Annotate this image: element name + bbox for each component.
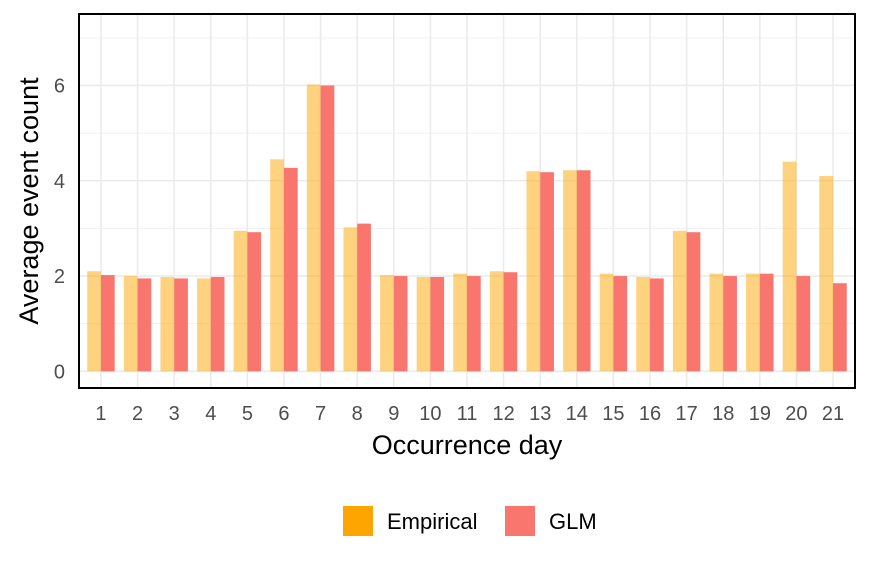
x-tick-label: 16 [639, 403, 661, 425]
bar-empirical-21 [819, 175, 834, 372]
bar-glm-15 [613, 276, 628, 372]
bar-glm-13 [540, 172, 554, 372]
bar-empirical-15 [599, 273, 614, 372]
x-tick-label: 21 [822, 403, 844, 425]
bar-empirical-19 [746, 273, 760, 372]
bar-empirical-16 [636, 276, 651, 372]
y-tick-label: 6 [54, 75, 65, 97]
x-tick-label: 17 [675, 403, 697, 425]
legend-label-empirical: Empirical [387, 509, 477, 534]
bar-empirical-8 [343, 227, 358, 372]
x-tick-label: 1 [95, 403, 106, 425]
bar-empirical-3 [160, 276, 175, 372]
bar-empirical-1 [87, 271, 101, 372]
x-tick-label: 12 [492, 403, 514, 425]
bar-glm-19 [759, 273, 774, 372]
x-tick-label: 14 [566, 403, 588, 425]
bar-empirical-13 [526, 171, 541, 372]
x-tick-label: 3 [169, 403, 180, 425]
bar-glm-17 [686, 232, 701, 372]
x-axis-title: Occurrence day [372, 430, 563, 460]
bar-empirical-5 [233, 230, 248, 372]
x-tick-label: 19 [749, 403, 771, 425]
bar-glm-14 [576, 170, 591, 372]
legend: Empirical GLM [343, 506, 597, 536]
bar-empirical-17 [672, 230, 687, 372]
plot-panel-border [78, 13, 856, 389]
bar-empirical-12 [489, 271, 504, 372]
bar-glm-16 [650, 278, 664, 372]
x-tick-labels: 1 2 3 4 5 6 7 8 9 10 11 12 13 14 15 16 17 18 19 20 21 [95, 403, 844, 425]
y-tick-label: 4 [54, 171, 65, 193]
x-tick-label: 15 [602, 403, 624, 425]
bar-glm-11 [467, 276, 481, 372]
bar-empirical-4 [197, 278, 211, 372]
bar-glm-4 [210, 276, 225, 372]
bar-glm-8 [357, 223, 371, 372]
x-tick-label: 11 [457, 403, 478, 425]
bar-glm-21 [833, 283, 847, 372]
bar-empirical-7 [306, 84, 321, 372]
y-axis-title: Average event count [14, 77, 44, 325]
x-tick-label: 7 [315, 403, 326, 425]
bar-empirical-2 [123, 276, 138, 372]
x-tick-label: 10 [419, 403, 441, 425]
bar-glm-2 [137, 278, 152, 372]
x-tick-label: 9 [388, 403, 399, 425]
x-tick-label: 4 [205, 403, 216, 425]
legend-key-glm [505, 506, 535, 536]
y-tick-labels: 0 2 4 6 [54, 75, 65, 383]
bar-glm-1 [100, 275, 115, 372]
legend-label-glm: GLM [549, 509, 597, 534]
bar-glm-9 [393, 276, 408, 372]
bar-empirical-14 [563, 170, 577, 372]
y-tick-label: 0 [54, 361, 65, 383]
x-tick-label: 18 [712, 403, 734, 425]
bar-empirical-10 [416, 276, 431, 372]
x-tick-label: 6 [278, 403, 289, 425]
bar-glm-10 [430, 276, 445, 372]
x-tick-label: 13 [529, 403, 551, 425]
bar-empirical-20 [782, 161, 797, 372]
bar-glm-20 [796, 276, 811, 372]
bars-layer [87, 84, 847, 372]
x-tick-label: 20 [785, 403, 807, 425]
bar-glm-5 [247, 232, 262, 372]
bar-empirical-6 [270, 159, 284, 372]
bar-glm-3 [174, 278, 188, 372]
bar-glm-18 [723, 276, 737, 372]
y-tick-label: 2 [54, 266, 65, 288]
bar-empirical-9 [380, 275, 394, 372]
x-tick-label: 5 [242, 403, 253, 425]
bar-glm-12 [503, 272, 518, 372]
legend-key-empirical [343, 506, 373, 536]
bar-empirical-11 [453, 273, 467, 372]
x-tick-label: 2 [132, 403, 143, 425]
x-tick-label: 8 [352, 403, 363, 425]
bar-glm-7 [320, 85, 335, 372]
bar-glm-6 [283, 167, 298, 372]
bar-empirical-18 [709, 273, 724, 372]
